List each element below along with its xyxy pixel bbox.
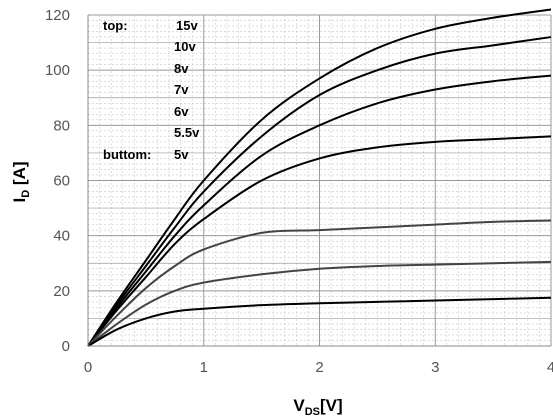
x-tick-label: 0: [84, 359, 92, 376]
x-tick-labels: 0 1 2 3 4: [84, 359, 553, 376]
series-line-10v: [87, 36, 552, 347]
legend-entry: 7v: [174, 82, 189, 97]
y-tick-label: 80: [53, 117, 70, 134]
x-axis-title: VDS[V]: [293, 396, 342, 418]
x-tick-label: 4: [547, 359, 553, 376]
series-line-6v: [87, 219, 552, 347]
x-tick-label: 2: [315, 359, 323, 376]
y-tick-label: 20: [53, 283, 70, 300]
x-tick-label: 3: [431, 359, 439, 376]
series-layer: [87, 8, 552, 347]
legend-entry: 10v: [174, 39, 196, 54]
legend-entry: 5v: [174, 147, 189, 162]
y-tick-label: 60: [53, 173, 70, 190]
legend-top-label: top:: [103, 18, 128, 33]
y-tick-label: 40: [53, 228, 70, 245]
legend-bottom-label: buttom:: [103, 147, 151, 162]
major-grid: [88, 14, 552, 346]
legend-entry: 6v: [174, 104, 189, 119]
y-tick-labels: 0 20 40 60 80 100 120: [45, 7, 70, 355]
y-tick-label: 120: [45, 7, 70, 24]
series-line-8v: [87, 74, 552, 347]
series-line-5v: [87, 296, 552, 347]
y-tick-label: 0: [62, 338, 70, 355]
series-line-7v: [87, 135, 552, 347]
series-line-15v: [87, 8, 552, 347]
series-line-5.5v: [87, 260, 552, 347]
legend: top: 15v 10v 8v 7v 6v 5.5v buttom: 5v: [103, 18, 200, 162]
legend-entry: 5.5v: [174, 125, 200, 140]
x-tick-label: 1: [200, 359, 208, 376]
legend-entry: 15v: [176, 18, 198, 33]
y-tick-label: 100: [45, 62, 70, 79]
legend-entry: 8v: [174, 61, 189, 76]
y-axis-title: ID [A]: [10, 161, 32, 202]
